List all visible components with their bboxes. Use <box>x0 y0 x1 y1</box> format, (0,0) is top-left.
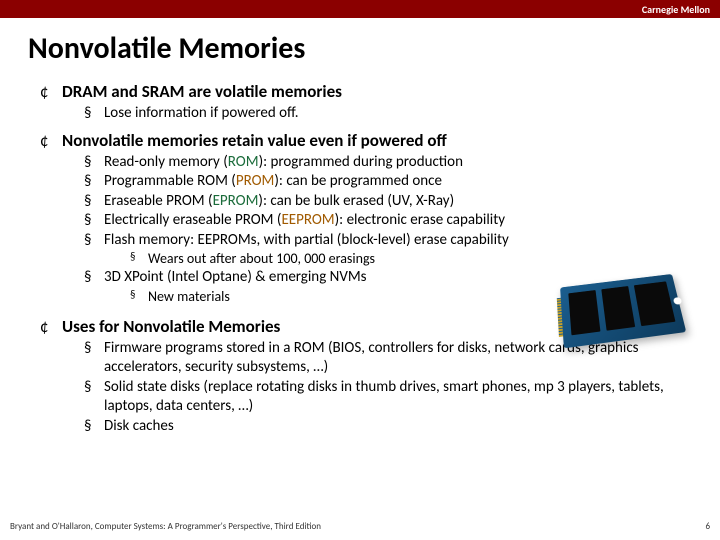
section-volatile: DRAM and SRAM are volatile memories Lose… <box>40 81 692 124</box>
eeprom-term: EEPROM <box>281 211 334 229</box>
sub-item-flash: Flash memory: EEPROMs, with partial (blo… <box>84 231 692 269</box>
footer-page: 6 <box>705 521 710 532</box>
sub-item-eeprom: Electrically eraseable PROM (EEPROM): el… <box>84 211 692 231</box>
sub-item-eprom: Eraseable PROM (EPROM): can be bulk eras… <box>84 192 692 212</box>
sub-item: Solid state disks (replace rotating disk… <box>84 378 692 417</box>
sub-sub-item: Wears out after about 100, 000 erasings <box>130 250 692 268</box>
rom-term: ROM <box>228 153 259 171</box>
main-list: DRAM and SRAM are volatile memories Lose… <box>28 81 692 436</box>
header-org: Carnegie Mellon <box>642 3 710 16</box>
prom-term: PROM <box>236 172 275 190</box>
sub-item: Lose information if powered off. <box>84 104 692 124</box>
sub-list: Lose information if powered off. <box>40 104 692 124</box>
section-head: Nonvolatile memories retain value even i… <box>40 130 692 151</box>
sub-item: Disk caches <box>84 417 692 437</box>
eprom-term: EPROM <box>213 192 259 210</box>
slide-content: Nonvolatile Memories DRAM and SRAM are v… <box>0 18 720 436</box>
sub-item-rom: Read-only memory (ROM): programmed durin… <box>84 153 692 173</box>
sub-sub-list: Wears out after about 100, 000 erasings <box>104 250 692 268</box>
section-head: DRAM and SRAM are volatile memories <box>40 81 692 102</box>
footer: Bryant and O'Hallaron, Computer Systems:… <box>10 521 710 532</box>
ssd-module-icon <box>562 276 702 354</box>
sub-item-prom: Programmable ROM (PROM): can be programm… <box>84 172 692 192</box>
footer-citation: Bryant and O'Hallaron, Computer Systems:… <box>10 521 321 532</box>
header-bar: Carnegie Mellon <box>0 0 720 18</box>
slide-title: Nonvolatile Memories <box>28 30 692 67</box>
